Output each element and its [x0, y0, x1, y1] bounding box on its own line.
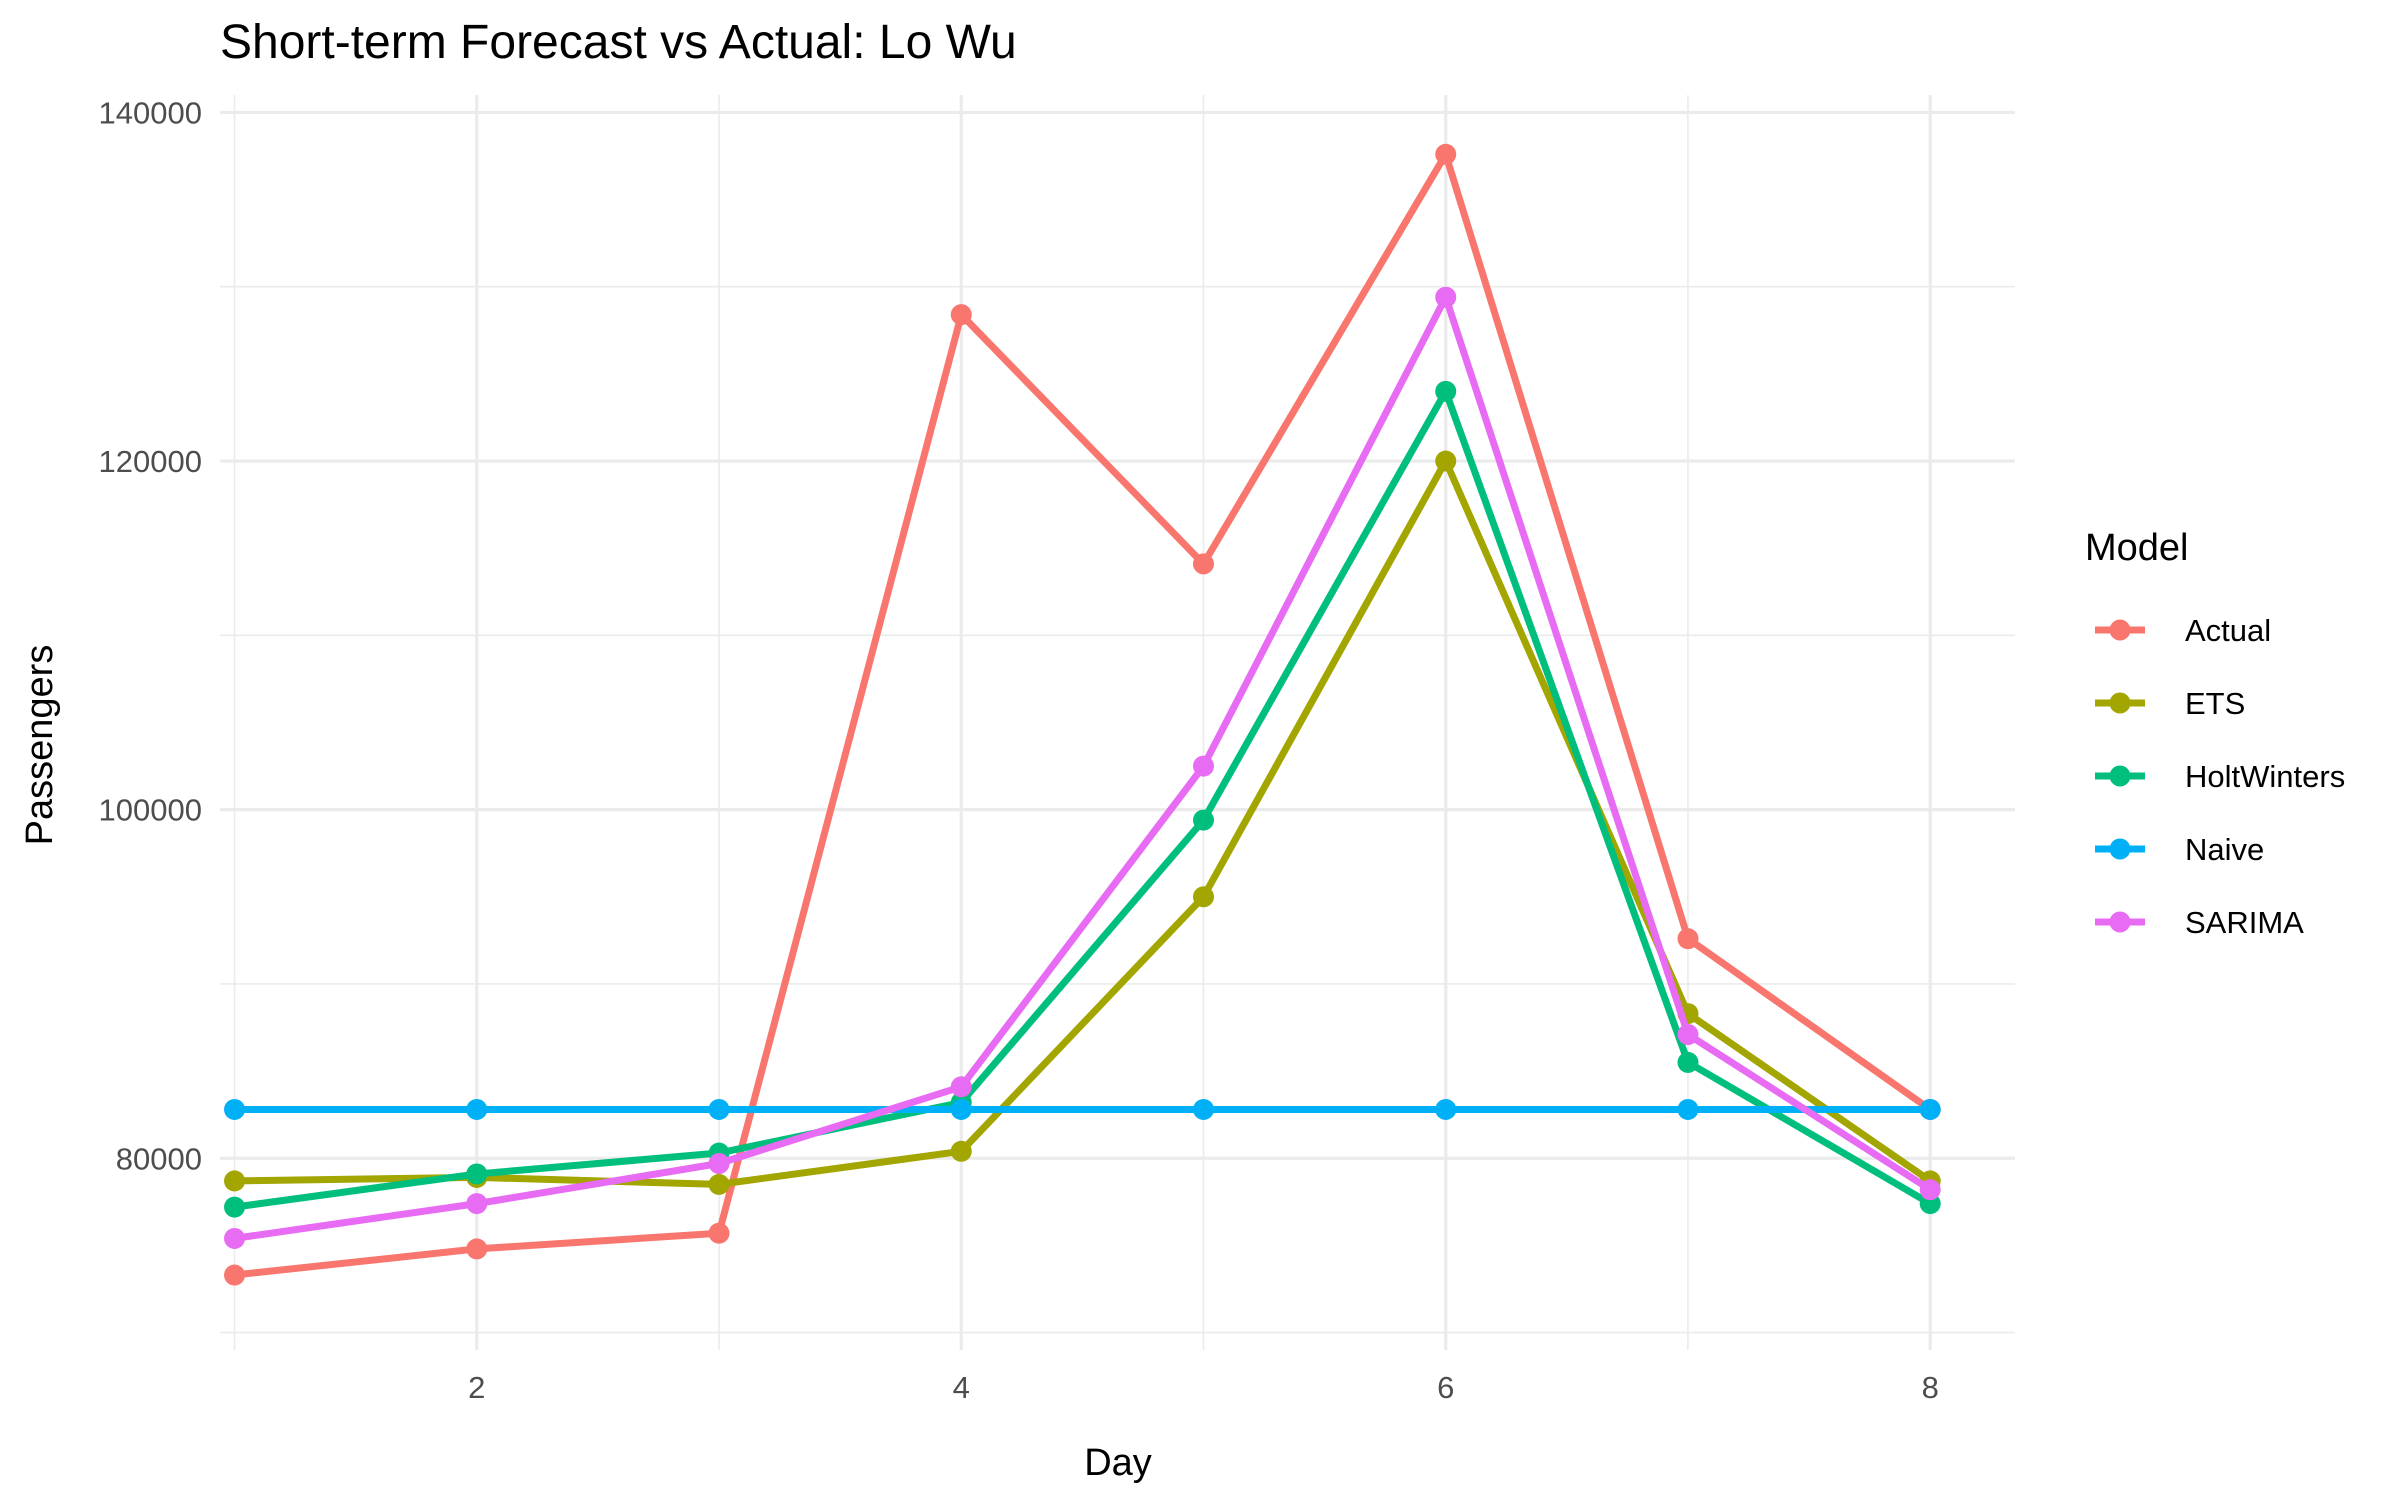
data-point: [950, 1140, 972, 1162]
data-point: [1192, 553, 1214, 575]
legend-title: Model: [2085, 527, 2189, 569]
chart-title: Short-term Forecast vs Actual: Lo Wu: [220, 16, 1017, 69]
series-line: [234, 457, 1933, 1188]
legend-label: SARIMA: [2185, 905, 2304, 940]
legend-item-actual: Actual: [2095, 613, 2271, 648]
series-line: [234, 150, 1933, 1279]
legend-key-point: [2109, 838, 2131, 860]
x-tick-label: 6: [1437, 1370, 1454, 1405]
data-point: [950, 1098, 972, 1120]
data-point: [224, 1196, 246, 1218]
data-point: [224, 1098, 246, 1120]
data-point: [1677, 1024, 1699, 1046]
series-holtwinters: [224, 380, 1941, 1218]
data-point: [1192, 755, 1214, 777]
data-point: [466, 1193, 488, 1215]
data-point: [1435, 143, 1457, 165]
x-tick-label: 4: [953, 1370, 970, 1405]
x-axis-title: Day: [1084, 1442, 1152, 1484]
data-point: [708, 1152, 730, 1174]
legend-key-point: [2109, 765, 2131, 787]
data-point: [950, 304, 972, 326]
legend-item-ets: ETS: [2095, 686, 2245, 721]
data-point: [224, 1264, 246, 1286]
data-point: [1677, 928, 1699, 950]
y-tick-label: 120000: [99, 444, 202, 479]
legend-items: Actual ETS HoltWinters Naive SARIMA: [2095, 613, 2345, 940]
legend-key-point: [2109, 619, 2131, 641]
data-point: [1919, 1098, 1941, 1120]
data-point: [950, 1076, 972, 1098]
legend-label: Naive: [2185, 832, 2264, 867]
data-point: [1192, 886, 1214, 908]
y-axis-title: Passengers: [19, 645, 61, 846]
data-point: [1435, 1098, 1457, 1120]
y-tick-label: 100000: [99, 793, 202, 828]
data-point: [708, 1222, 730, 1244]
series-sarima: [224, 286, 1941, 1249]
legend-item-sarima: SARIMA: [2095, 905, 2304, 940]
data-point: [1435, 450, 1457, 472]
y-tick-label: 140000: [99, 95, 202, 130]
series-ets: [224, 450, 1941, 1195]
x-tick-label: 2: [468, 1370, 485, 1405]
legend-label: HoltWinters: [2185, 759, 2345, 794]
data-point: [1435, 286, 1457, 308]
data-point: [1919, 1179, 1941, 1201]
legend-key-point: [2109, 911, 2131, 933]
data-point: [708, 1173, 730, 1195]
legend-key-point: [2109, 692, 2131, 714]
legend-item-holtwinters: HoltWinters: [2095, 759, 2345, 794]
y-tick-label: 80000: [116, 1141, 202, 1176]
axis-labels: 80000 100000 120000 140000 2 4 6 8: [99, 95, 1939, 1405]
data-point: [466, 1163, 488, 1185]
data-point: [1677, 1051, 1699, 1073]
data-point: [1677, 1098, 1699, 1120]
data-point: [708, 1098, 730, 1120]
data-point: [1192, 809, 1214, 831]
data-point: [466, 1238, 488, 1260]
series-naive: [224, 1098, 1941, 1120]
grid-lines: [220, 95, 2015, 1350]
legend: Model Actual ETS HoltWinters Naive SARIMA: [2085, 527, 2345, 940]
data-point: [466, 1098, 488, 1120]
series-layer: [224, 143, 1941, 1286]
data-point: [1192, 1098, 1214, 1120]
legend-item-naive: Naive: [2095, 832, 2264, 867]
legend-label: ETS: [2185, 686, 2245, 721]
x-tick-label: 8: [1922, 1370, 1939, 1405]
data-point: [224, 1170, 246, 1192]
series-line: [234, 387, 1932, 1211]
data-point: [1435, 380, 1457, 402]
data-point: [224, 1227, 246, 1249]
legend-label: Actual: [2185, 613, 2271, 648]
series-line: [234, 293, 1933, 1242]
